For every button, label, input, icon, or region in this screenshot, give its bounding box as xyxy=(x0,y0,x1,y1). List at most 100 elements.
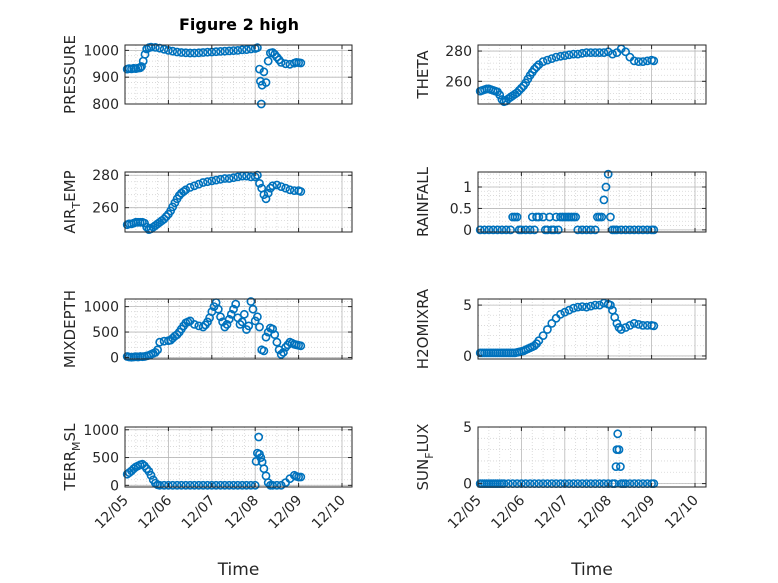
data-point xyxy=(582,225,591,235)
data-point xyxy=(586,48,596,57)
data-point xyxy=(543,55,552,65)
data-point xyxy=(220,480,230,490)
data-point xyxy=(497,225,507,235)
data-point xyxy=(203,480,212,490)
data-point xyxy=(272,337,282,347)
data-point xyxy=(549,225,559,235)
data-point xyxy=(179,187,188,196)
data-point xyxy=(231,299,241,309)
data-point xyxy=(638,320,648,330)
y-tick-label: 900 xyxy=(92,70,119,86)
data-point xyxy=(603,169,613,179)
data-point xyxy=(616,225,626,235)
data-point xyxy=(181,480,191,490)
data-point xyxy=(296,58,306,68)
data-point xyxy=(560,307,570,317)
data-point xyxy=(281,59,290,69)
data-point xyxy=(296,472,306,482)
data-point xyxy=(252,312,262,322)
data-point xyxy=(606,300,615,310)
data-point xyxy=(506,225,515,235)
data-point xyxy=(629,225,639,235)
data-point xyxy=(493,225,502,235)
data-point xyxy=(276,58,286,67)
data-point xyxy=(634,57,643,66)
data-point xyxy=(276,182,286,191)
x-tick-label: 12/10 xyxy=(662,493,702,533)
data-point xyxy=(194,48,204,58)
x-axis-label: Time xyxy=(570,560,613,580)
data-point xyxy=(207,480,217,490)
data-point xyxy=(621,323,630,332)
data-point xyxy=(571,212,580,222)
y-tick-label: 1000 xyxy=(83,423,119,439)
data-point xyxy=(586,225,596,235)
data-point xyxy=(224,314,234,324)
data-point xyxy=(638,225,648,235)
data-point xyxy=(161,212,171,221)
data-point xyxy=(216,312,225,322)
data-point xyxy=(203,47,212,57)
data-point xyxy=(514,86,524,95)
data-point xyxy=(270,330,280,339)
subplot-sunlux: 0 5 SUNFLUX 12/05 12/06 12/07 12/08 12/09 12/10 T… xyxy=(414,420,707,580)
data-point xyxy=(573,49,583,59)
data-point xyxy=(612,225,622,235)
data-point xyxy=(220,174,230,183)
data-point xyxy=(224,480,234,490)
data-point xyxy=(255,178,264,188)
data-point xyxy=(246,297,256,306)
subplot-h2omixra: 0 5 H2OMIXRA xyxy=(414,288,707,369)
data-point xyxy=(189,48,199,58)
x-tick-label: 12/09 xyxy=(619,493,659,533)
data-point xyxy=(256,453,266,462)
data-point xyxy=(237,317,247,327)
figure-title: Figure 2 high xyxy=(179,15,299,34)
data-point xyxy=(237,480,247,490)
data-point xyxy=(611,462,621,471)
data-point xyxy=(629,318,639,328)
plot-area xyxy=(125,299,352,359)
data-point xyxy=(255,64,264,74)
y-axis-label: AIRTEMP xyxy=(61,170,83,233)
data-point xyxy=(194,480,204,490)
data-point xyxy=(207,176,217,186)
data-point xyxy=(226,309,236,319)
data-point xyxy=(577,48,587,58)
data-point xyxy=(521,225,531,235)
data-point xyxy=(189,480,199,490)
data-point xyxy=(495,90,505,100)
data-point xyxy=(163,480,173,490)
y-tick-label: 0 xyxy=(110,478,119,494)
data-point xyxy=(534,336,544,346)
y-tick-label: 1000 xyxy=(83,43,119,59)
data-point xyxy=(590,48,600,57)
data-point xyxy=(553,225,563,235)
plot-area xyxy=(125,45,352,104)
y-tick-label: 1 xyxy=(463,180,472,196)
y-axis-label: RAINFALL xyxy=(414,166,432,237)
data-point xyxy=(599,48,609,57)
data-point xyxy=(220,46,230,56)
data-point xyxy=(261,332,271,342)
y-tick-label: 0 xyxy=(463,349,472,365)
data-point xyxy=(621,225,630,235)
data-point xyxy=(150,43,160,52)
y-tick-label: 5 xyxy=(463,298,472,314)
data-point xyxy=(595,300,604,310)
data-point xyxy=(649,56,659,66)
data-point xyxy=(263,188,273,198)
data-point xyxy=(278,347,288,357)
x-tick-label: 12/07 xyxy=(179,493,219,533)
y-tick-label: 260 xyxy=(92,201,119,217)
data-point xyxy=(242,45,251,54)
data-point xyxy=(216,480,225,490)
x-tick-label: 12/06 xyxy=(135,492,175,532)
data-point xyxy=(564,305,574,315)
data-point xyxy=(272,480,282,490)
data-point xyxy=(181,185,191,195)
data-point xyxy=(250,480,260,490)
